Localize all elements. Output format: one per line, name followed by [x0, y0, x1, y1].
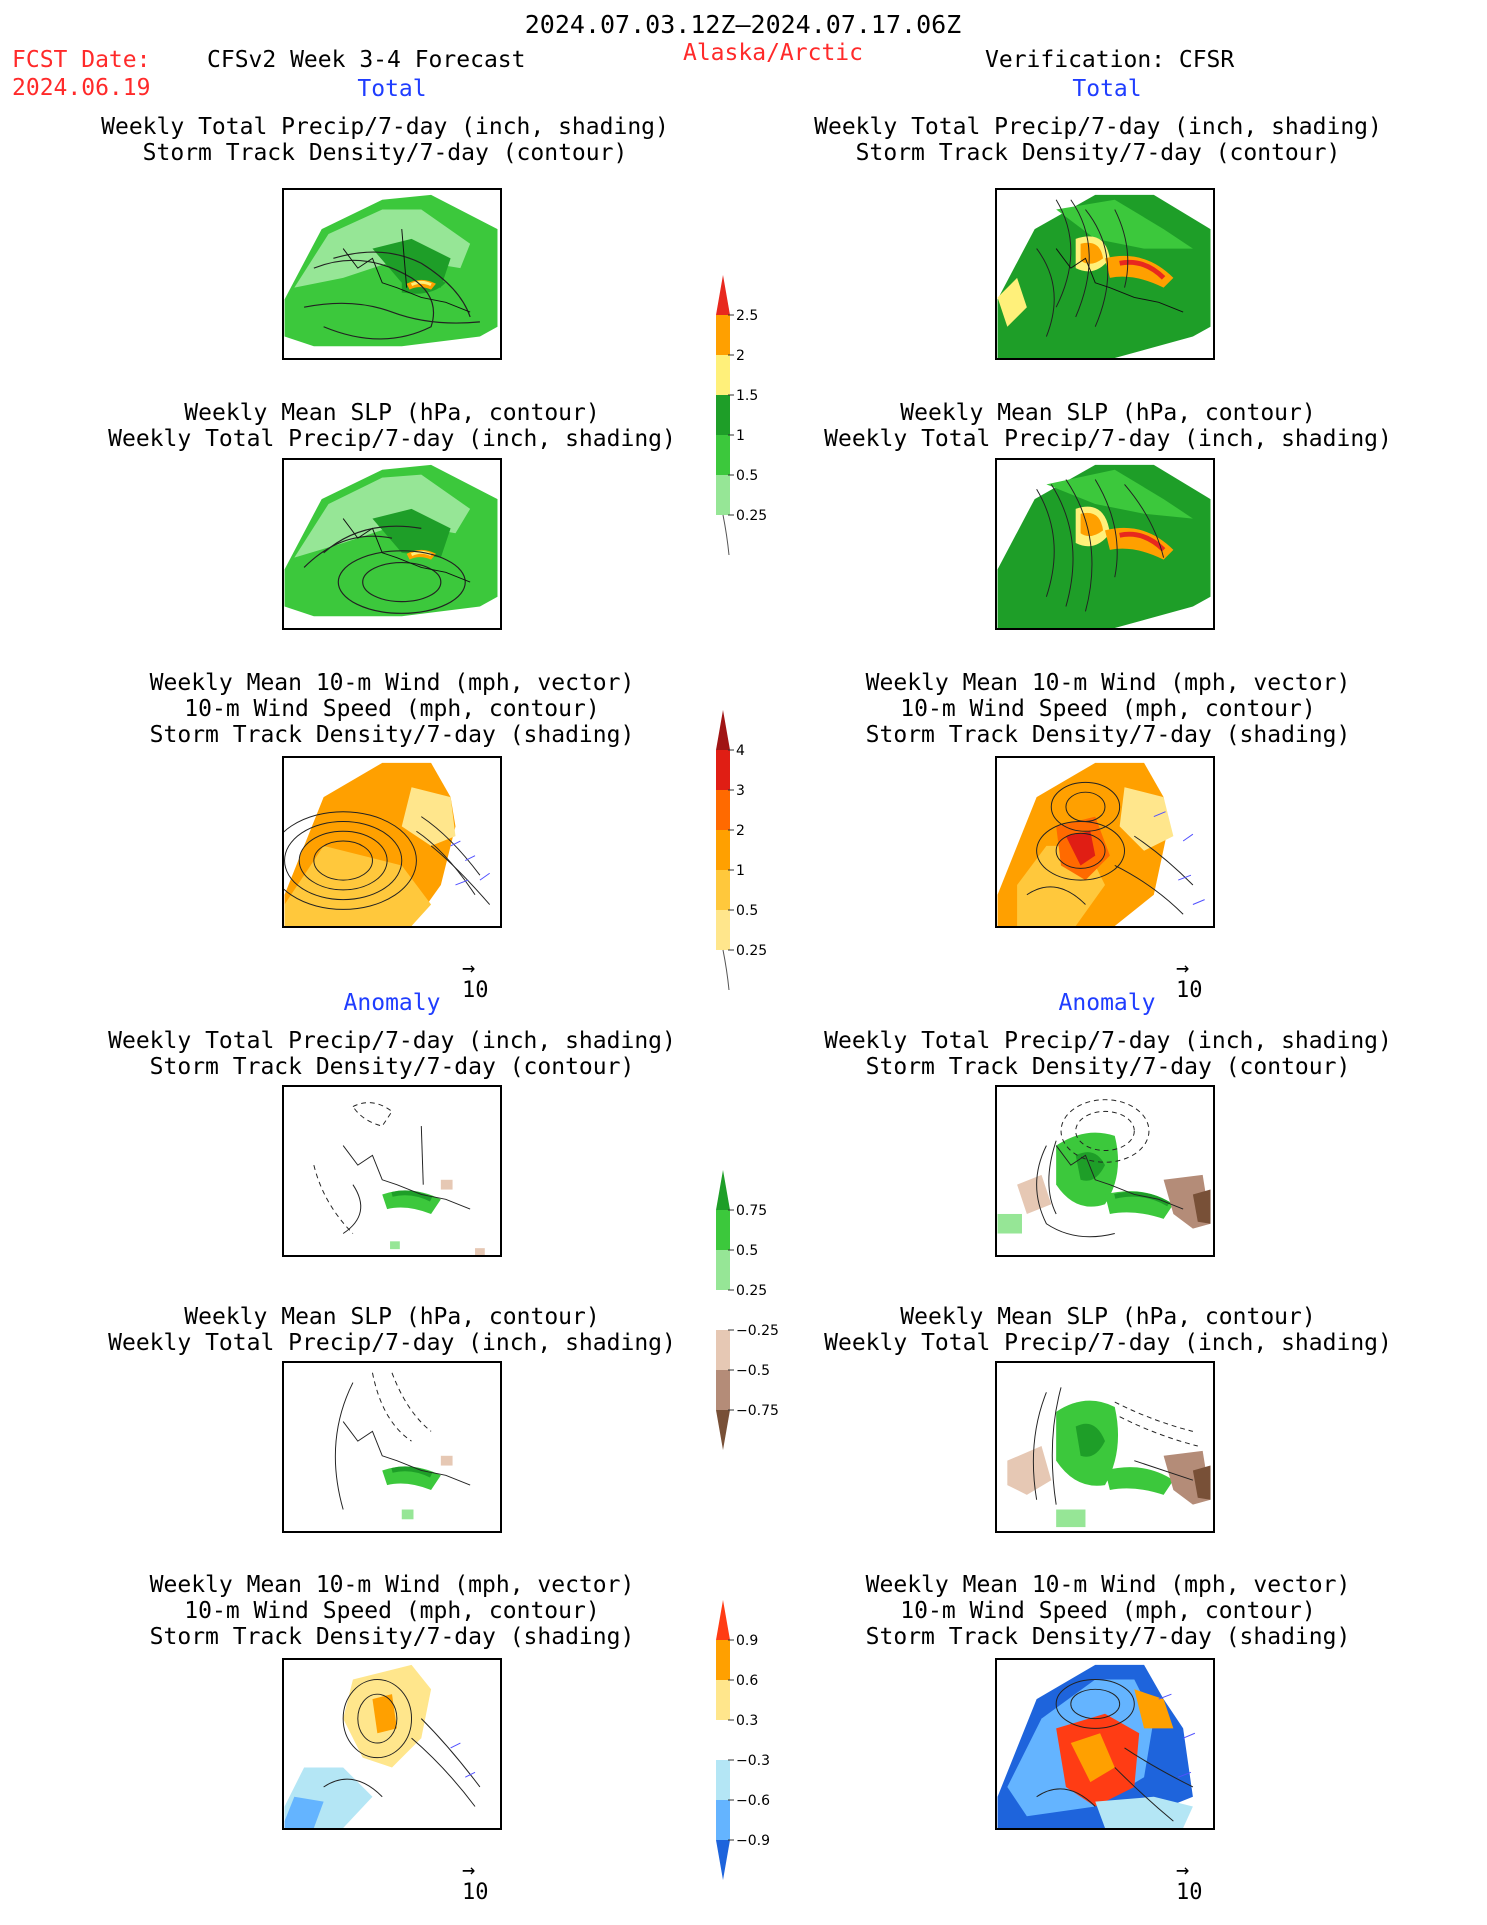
panel-title-l6: Weekly Mean 10-m Wind (mph, vector) 10-m … [149, 1572, 635, 1650]
colorbar-precip-anom-label-1: 0.5 [736, 1243, 758, 1259]
map-cfsr-total-wind-storm [995, 756, 1215, 928]
colorbar-precip-total-swatch-0 [716, 275, 730, 315]
panel-title-l1: Weekly Total Precip/7-day (inch, shading… [101, 114, 669, 166]
panel-title-r1: Weekly Total Precip/7-day (inch, shading… [814, 114, 1382, 166]
colorbar-precip-total-swatch-2 [716, 355, 730, 395]
colorbar-precip-total-label-4: 0.5 [736, 468, 758, 484]
colorbar-precip-total-label-1: 2 [736, 348, 745, 364]
colorbar-storm-total-tail [722, 949, 730, 991]
colorbar-wind-anom-swatch-4 [716, 1760, 730, 1800]
colorbar-storm-total-label-3: 1 [736, 863, 745, 879]
colorbar-storm-total-swatch-4 [716, 870, 730, 910]
colorbar-precip-total: 2.5 2 1.5 1 0.5 0.25 [716, 265, 796, 559]
colorbar-wind-anom: 0.9 0.6 0.3 −0.3 −0.6 −0.9 [716, 1590, 796, 1884]
colorbar-wind-anom-label-5: −0.9 [736, 1833, 770, 1849]
colorbar-storm-total-swatch-2 [716, 790, 730, 830]
colorbar-storm-total-label-0: 4 [736, 743, 745, 759]
colorbar-precip-anom-label-5: −0.75 [736, 1403, 779, 1419]
colorbar-storm-total-swatch-3 [716, 830, 730, 870]
fcst-date-value: 2024.06.19 [12, 75, 151, 101]
colorbar-storm-total-label-1: 3 [736, 783, 745, 799]
panel-title-l2: Weekly Mean SLP (hPa, contour) Weekly Tot… [108, 400, 676, 452]
map-fcst-anom-wind-storm [282, 1658, 502, 1830]
map-fcst-total-slp-precip [282, 458, 502, 630]
colorbar-precip-anom-swatch-4 [716, 1330, 730, 1370]
colorbar-precip-total-swatch-5 [716, 475, 730, 515]
section-anomaly-left: Anomaly [343, 990, 441, 1016]
colorbar-storm-total-label-2: 2 [736, 823, 745, 839]
vector-ref-r6: → 10 [1176, 1858, 1203, 1905]
colorbar-precip-total-label-0: 2.5 [736, 308, 758, 324]
colorbar-precip-total-label-2: 1.5 [736, 388, 758, 404]
section-total-right: Total [1072, 76, 1142, 102]
colorbar-precip-anom-swatch-0 [716, 1170, 730, 1210]
panel-title-r6: Weekly Mean 10-m Wind (mph, vector) 10-m … [865, 1572, 1351, 1650]
colorbar-precip-anom-label-4: −0.5 [736, 1363, 770, 1379]
colorbar-precip-anom-swatch-5 [716, 1370, 730, 1410]
colorbar-storm-total: 4 3 2 1 0.5 0.25 [716, 700, 796, 994]
colorbar-wind-anom-swatch-5 [716, 1800, 730, 1840]
vector-ref-l3: → 10 [462, 956, 489, 1003]
date-range: 2024.07.03.12Z–2024.07.17.06Z [524, 10, 962, 39]
colorbar-storm-total-swatch-0 [716, 710, 730, 750]
colorbar-precip-anom-swatch-1 [716, 1210, 730, 1250]
colorbar-wind-anom-label-1: 0.6 [736, 1673, 758, 1689]
colorbar-storm-total-label-4: 0.5 [736, 903, 758, 919]
colorbar-precip-total-label-3: 1 [736, 428, 745, 444]
colorbar-storm-total-swatch-1 [716, 750, 730, 790]
colorbar-wind-anom-swatch-3 [716, 1720, 730, 1760]
map-fcst-anom-precip-storm [282, 1085, 502, 1257]
map-fcst-total-precip-storm [282, 188, 502, 360]
colorbar-wind-anom-swatch-0 [716, 1600, 730, 1640]
map-cfsr-total-slp-precip [995, 458, 1215, 630]
map-cfsr-anom-slp-precip [995, 1361, 1215, 1533]
panel-title-l5: Weekly Mean SLP (hPa, contour) Weekly Tot… [108, 1304, 676, 1356]
map-cfsr-anom-wind-storm [995, 1658, 1215, 1830]
colorbar-precip-anom-swatch-3 [716, 1290, 730, 1330]
panel-title-l3: Weekly Mean 10-m Wind (mph, vector) 10-m … [149, 670, 635, 748]
colorbar-precip-total-swatch-4 [716, 435, 730, 475]
map-cfsr-total-precip-storm [995, 188, 1215, 360]
panel-title-l4: Weekly Total Precip/7-day (inch, shading… [108, 1028, 676, 1080]
colorbar-wind-anom-swatch-1 [716, 1640, 730, 1680]
colorbar-storm-total-swatch-5 [716, 910, 730, 950]
colorbar-precip-anom-label-3: −0.25 [736, 1323, 779, 1339]
map-fcst-anom-slp-precip [282, 1361, 502, 1533]
colorbar-precip-anom-swatch-2 [716, 1250, 730, 1290]
region-label: Alaska/Arctic [682, 40, 864, 66]
colorbar-precip-total-label-5: 0.25 [736, 508, 767, 524]
colorbar-precip-total-swatch-3 [716, 395, 730, 435]
colorbar-wind-anom-label-2: 0.3 [736, 1713, 758, 1729]
panel-title-r4: Weekly Total Precip/7-day (inch, shading… [824, 1028, 1392, 1080]
fcst-date-label: FCST Date: [12, 47, 151, 73]
colorbar-wind-anom-label-4: −0.6 [736, 1793, 770, 1809]
colorbar-precip-anom: 0.75 0.5 0.25 −0.25 −0.5 −0.75 [716, 1160, 796, 1454]
colorbar-precip-anom-label-2: 0.25 [736, 1283, 767, 1299]
panel-title-r5: Weekly Mean SLP (hPa, contour) Weekly Tot… [824, 1304, 1392, 1356]
forecast-title: CFSv2 Week 3-4 Forecast [207, 47, 526, 73]
colorbar-wind-anom-label-0: 0.9 [736, 1633, 758, 1649]
panel-title-r3: Weekly Mean 10-m Wind (mph, vector) 10-m … [865, 670, 1351, 748]
verification-label: Verification: CFSR [985, 47, 1235, 73]
colorbar-storm-total-label-5: 0.25 [736, 943, 767, 959]
colorbar-precip-anom-swatch-6 [716, 1410, 730, 1450]
colorbar-precip-anom-label-0: 0.75 [736, 1203, 767, 1219]
vector-ref-r3: → 10 [1176, 956, 1203, 1003]
colorbar-wind-anom-label-3: −0.3 [736, 1753, 770, 1769]
panel-title-r2: Weekly Mean SLP (hPa, contour) Weekly Tot… [824, 400, 1392, 452]
colorbar-wind-anom-swatch-2 [716, 1680, 730, 1720]
colorbar-wind-anom-swatch-6 [716, 1840, 730, 1880]
colorbar-precip-total-tail [722, 514, 730, 556]
section-total-left: Total [357, 76, 427, 102]
vector-ref-l6: → 10 [462, 1858, 489, 1905]
colorbar-precip-total-swatch-1 [716, 315, 730, 355]
map-fcst-total-wind-storm [282, 756, 502, 928]
section-anomaly-right: Anomaly [1058, 990, 1156, 1016]
map-cfsr-anom-precip-storm [995, 1085, 1215, 1257]
